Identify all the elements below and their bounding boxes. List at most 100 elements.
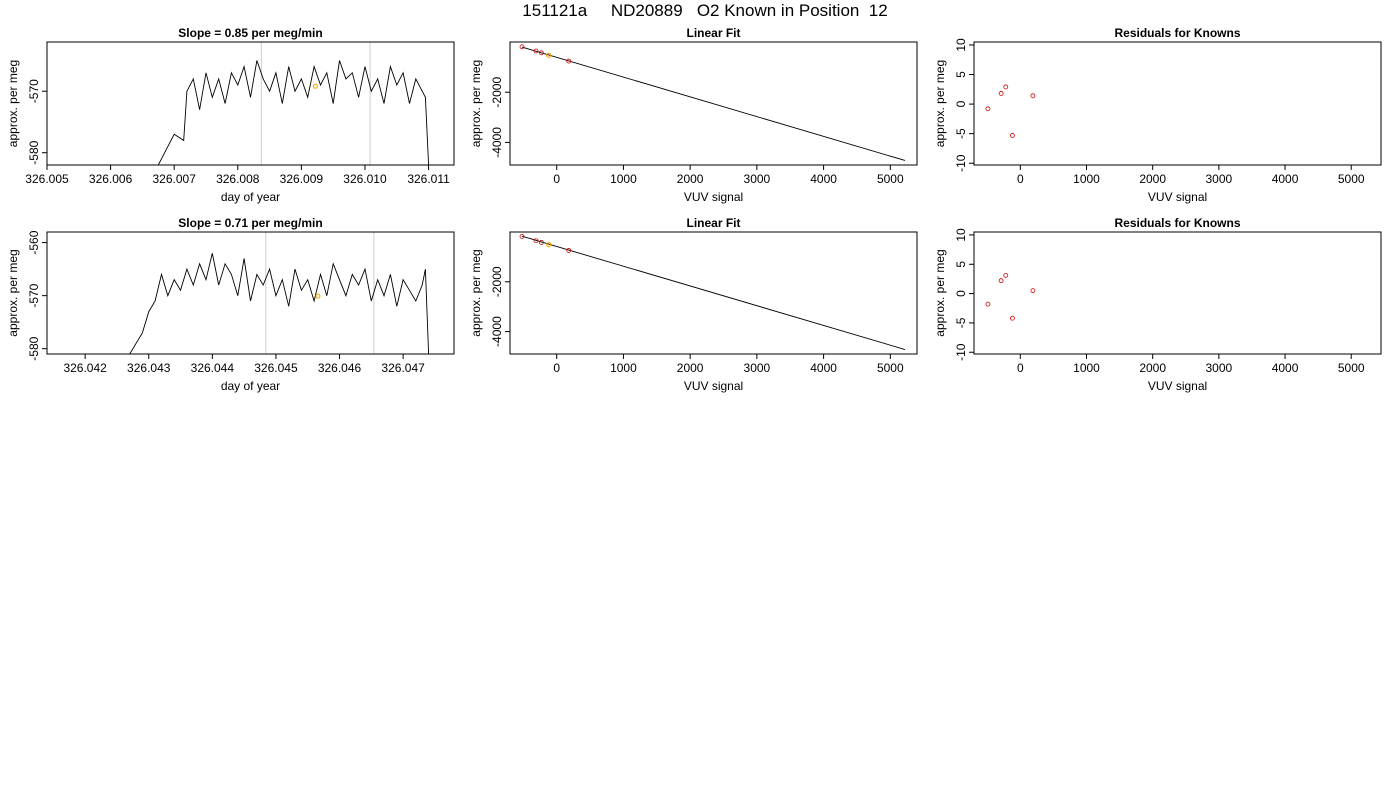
panel-title: Linear Fit (686, 216, 740, 230)
y-tick-label: -570 (27, 283, 41, 307)
highlight-point (546, 242, 552, 248)
x-axis-label: VUV signal (684, 379, 743, 393)
y-axis-label: approx. per meg (6, 60, 20, 147)
x-axis-label: VUV signal (1148, 190, 1207, 204)
figure-title: 151121a ND20889 O2 Known in Position 12 (522, 1, 888, 20)
plot-frame (973, 41, 1382, 166)
y-tick-label: 0 (954, 100, 968, 107)
y-tick-label: 0 (954, 290, 968, 297)
x-tick-label: 0 (1017, 361, 1024, 375)
x-tick-label: 5000 (1338, 361, 1365, 375)
x-tick-label: 2000 (1139, 361, 1166, 375)
x-tick-label: 1000 (610, 172, 637, 186)
y-tick-label: -10 (954, 154, 968, 172)
y-tick-label: 10 (954, 228, 968, 242)
panel-2: 0 1000 2000 3000 4000 5000 -2000 -4000 Linear Fi… (469, 26, 918, 204)
x-tick-label: 326.008 (216, 172, 260, 186)
data-point (533, 48, 539, 54)
x-axis-label: VUV signal (1148, 379, 1207, 393)
x-tick-label: 2000 (1139, 172, 1166, 186)
x-tick-label: 326.009 (280, 172, 324, 186)
x-tick-label: 326.046 (318, 361, 362, 375)
y-tick-label: -4000 (490, 127, 504, 158)
x-axis-label: VUV signal (684, 190, 743, 204)
panel-3: 0 1000 2000 3000 4000 5000 -10 -5 0 5 10 Residuals … (933, 26, 1382, 204)
x-tick-label: 0 (1017, 172, 1024, 186)
data-point (985, 106, 991, 112)
data-point (998, 91, 1004, 96)
x-tick-label: 3000 (744, 172, 771, 186)
y-tick-label: -560 (27, 230, 41, 254)
panel-title: Residuals for Knowns (1114, 26, 1240, 40)
plot-frame (46, 41, 455, 166)
x-tick-label: 2000 (677, 361, 704, 375)
data-point (985, 301, 991, 307)
panel-title: Slope = 0.85 per meg/min (178, 26, 322, 40)
x-tick-label: 5000 (877, 172, 904, 186)
x-axis-label: day of year (221, 190, 280, 204)
plot-frame (973, 231, 1382, 355)
panel-1: 326.005 326.006 326.007 326.008 326.009 326.0… (6, 26, 455, 204)
x-tick-label: 326.005 (25, 172, 69, 186)
panel-5: 0 1000 2000 3000 4000 5000 -2000 -4000 Linear Fi… (469, 216, 918, 393)
panel-6: 0 1000 2000 3000 4000 5000 -10 -5 0 5 10 Residuals … (933, 216, 1382, 393)
data-point (1030, 288, 1036, 294)
y-tick-label: -2000 (490, 266, 504, 297)
x-tick-label: 3000 (1206, 172, 1233, 186)
data-point (1009, 133, 1015, 138)
highlight-point (312, 83, 318, 89)
x-tick-label: 4000 (810, 361, 837, 375)
y-tick-label: 5 (954, 71, 968, 78)
x-tick-label: 5000 (877, 361, 904, 375)
x-tick-label: 326.010 (343, 172, 387, 186)
data-point (998, 278, 1004, 284)
data-point (519, 44, 525, 50)
panel-title: Slope = 0.71 per meg/min (178, 216, 322, 230)
data-point (533, 238, 539, 244)
y-tick-label: 5 (954, 261, 968, 268)
series-line (157, 60, 430, 165)
data-point (519, 234, 525, 239)
x-tick-label: 3000 (744, 361, 771, 375)
data-point (1030, 93, 1036, 99)
data-point (566, 248, 572, 253)
x-axis-label: day of year (221, 379, 280, 393)
fit-line (521, 46, 906, 161)
y-tick-label: -570 (27, 79, 41, 103)
data-point (1003, 273, 1009, 278)
panel-title: Residuals for Knowns (1114, 216, 1240, 230)
x-tick-label: 1000 (1073, 361, 1100, 375)
x-tick-label: 326.007 (152, 172, 196, 186)
highlight-point (315, 293, 321, 299)
series-line (129, 253, 430, 354)
x-tick-label: 326.006 (89, 172, 133, 186)
data-point (1009, 315, 1015, 321)
x-tick-label: 2000 (677, 172, 704, 186)
y-tick-label: -580 (27, 140, 41, 164)
highlight-point (546, 52, 552, 58)
x-tick-label: 5000 (1338, 172, 1365, 186)
y-tick-label: -5 (954, 128, 968, 139)
x-tick-label: 326.047 (381, 361, 425, 375)
panel-title: Linear Fit (686, 26, 740, 40)
x-tick-label: 4000 (810, 172, 837, 186)
y-tick-label: -2000 (490, 77, 504, 108)
data-point (1003, 84, 1009, 90)
x-tick-label: 326.044 (191, 361, 235, 375)
y-axis-label: approx. per meg (469, 60, 483, 147)
x-tick-label: 4000 (1272, 361, 1299, 375)
y-tick-label: -5 (954, 317, 968, 328)
x-tick-label: 0 (553, 172, 560, 186)
y-axis-label: approx. per meg (6, 249, 20, 336)
y-tick-label: 10 (954, 38, 968, 52)
x-tick-label: 1000 (1073, 172, 1100, 186)
x-tick-label: 326.011 (407, 172, 450, 186)
fit-line (521, 235, 906, 350)
x-tick-label: 326.045 (254, 361, 298, 375)
x-tick-label: 326.042 (63, 361, 107, 375)
y-axis-label: approx. per meg (933, 60, 947, 147)
x-tick-label: 326.043 (127, 361, 171, 375)
x-tick-label: 1000 (610, 361, 637, 375)
y-tick-label: -580 (27, 336, 41, 360)
